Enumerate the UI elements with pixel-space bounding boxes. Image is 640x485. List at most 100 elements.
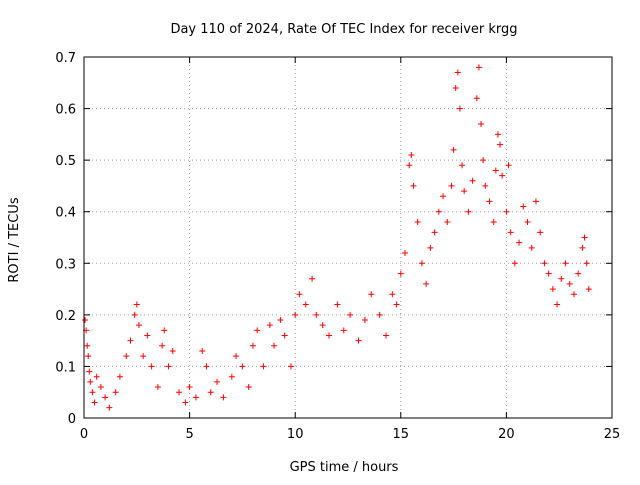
data-point — [319, 322, 326, 329]
data-point — [302, 301, 309, 308]
data-point — [579, 244, 586, 251]
data-point — [140, 353, 147, 360]
data-point — [347, 311, 354, 318]
y-tick-label: 0.7 — [55, 51, 76, 66]
ticks-layer: 0 5 10 15 20 25 0 0.1 0.2 0.3 0.4 0.5 0.6 0.7 — [55, 51, 620, 442]
data-point — [260, 363, 267, 370]
x-tick-label: 25 — [604, 427, 621, 442]
data-point — [537, 229, 544, 236]
data-point — [575, 270, 582, 277]
data-point — [135, 322, 142, 329]
x-axis-label: GPS time / hours — [290, 460, 399, 475]
data-point — [499, 172, 506, 179]
data-point — [503, 208, 510, 215]
data-point — [528, 244, 535, 251]
data-point — [249, 342, 256, 349]
data-point — [176, 389, 183, 396]
data-point — [192, 394, 199, 401]
data-point — [85, 353, 92, 360]
x-tick-label: 5 — [185, 427, 193, 442]
data-point — [169, 347, 176, 354]
data-point — [492, 167, 499, 174]
data-point — [296, 291, 303, 298]
data-point — [84, 342, 91, 349]
chart-title: Day 110 of 2024, Rate Of TEC Index for r… — [170, 22, 517, 37]
data-point — [199, 347, 206, 354]
data-point — [524, 219, 531, 226]
data-point — [494, 131, 501, 138]
data-point — [459, 162, 466, 169]
data-point — [478, 121, 485, 128]
data-point — [497, 141, 504, 148]
data-point — [566, 280, 573, 287]
y-tick-label: 0.4 — [55, 206, 76, 221]
y-tick-label: 0.2 — [55, 309, 76, 324]
data-point — [427, 244, 434, 251]
data-point — [106, 404, 113, 411]
data-point — [131, 311, 138, 318]
data-point — [393, 301, 400, 308]
data-point — [414, 219, 421, 226]
data-point — [541, 260, 548, 267]
data-point — [207, 389, 214, 396]
data-point — [123, 353, 130, 360]
data-point — [448, 182, 455, 189]
data-point — [450, 146, 457, 153]
data-point — [165, 363, 172, 370]
data-point — [408, 151, 415, 158]
data-point — [82, 317, 89, 324]
data-point — [581, 234, 588, 241]
data-point — [562, 260, 569, 267]
data-point — [87, 378, 94, 385]
data-point — [254, 327, 261, 334]
data-point — [554, 301, 561, 308]
data-point — [570, 291, 577, 298]
data-point — [97, 384, 104, 391]
data-point — [86, 368, 93, 375]
data-point — [486, 198, 493, 205]
data-point — [361, 317, 368, 324]
data-point — [133, 301, 140, 308]
y-tick-label: 0.1 — [55, 360, 76, 375]
data-point — [440, 193, 447, 200]
y-tick-label: 0.5 — [55, 154, 76, 169]
data-point — [292, 311, 299, 318]
data-point — [516, 239, 523, 246]
data-point — [245, 384, 252, 391]
data-point — [93, 373, 100, 380]
data-point — [220, 394, 227, 401]
data-point — [383, 332, 390, 339]
data-point — [287, 363, 294, 370]
data-point — [376, 311, 383, 318]
data-point — [482, 182, 489, 189]
y-tick-label: 0.6 — [55, 103, 76, 118]
data-point — [469, 177, 476, 184]
data-point — [228, 373, 235, 380]
data-point — [511, 260, 518, 267]
y-tick-label: 0 — [68, 412, 76, 427]
data-point — [418, 260, 425, 267]
data-point — [473, 95, 480, 102]
data-point — [444, 219, 451, 226]
data-point — [505, 162, 512, 169]
data-point — [182, 399, 189, 406]
data-point — [558, 275, 565, 282]
data-point — [397, 270, 404, 277]
data-point — [431, 229, 438, 236]
data-point — [340, 327, 347, 334]
data-point — [406, 162, 413, 169]
data-point — [89, 389, 96, 396]
data-point — [203, 363, 210, 370]
data-point — [313, 311, 320, 318]
data-point — [154, 384, 161, 391]
data-point — [480, 157, 487, 164]
data-point — [277, 317, 284, 324]
data-point — [116, 373, 123, 380]
data-point — [91, 399, 98, 406]
data-point — [507, 229, 514, 236]
data-point — [325, 332, 332, 339]
data-point — [583, 260, 590, 267]
data-point — [159, 342, 166, 349]
data-point — [144, 332, 151, 339]
